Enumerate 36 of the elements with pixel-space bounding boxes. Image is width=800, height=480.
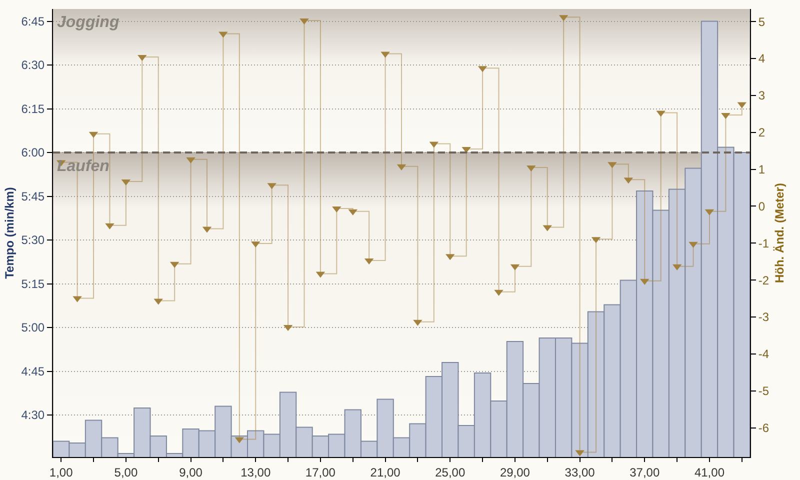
y2-tick-label: 2: [758, 126, 766, 140]
y-tick-label: 6:15: [21, 102, 45, 116]
y2-tick-label: 5: [758, 14, 766, 29]
x-tick-label: 9,00: [179, 465, 203, 480]
y-tick-label: 5:00: [21, 320, 45, 335]
y-tick-label: 5:45: [21, 189, 45, 204]
y2-tick-label: -1: [758, 236, 770, 250]
x-tick-label: 37,00: [630, 465, 660, 480]
x-tick-label: 5,00: [114, 465, 138, 480]
y2-axis-title: Höh. Änd. (Meter): [772, 183, 786, 283]
y-tick-label: 5:30: [21, 233, 45, 248]
y-axis-title: Tempo (min/km): [2, 187, 17, 279]
y-tick-label: 5:15: [21, 276, 45, 291]
y2-tick-label: 0: [758, 199, 766, 214]
x-tick-label: 1,00: [49, 465, 74, 480]
y-tick-label: 6:30: [21, 58, 45, 72]
band-label: Jogging: [57, 14, 120, 31]
y2-tick-label: -3: [758, 310, 770, 324]
x-tick-label: 17,00: [305, 465, 336, 480]
y2-tick-label: 4: [758, 52, 766, 66]
x-tick-label: 33,00: [564, 465, 596, 480]
y-tick-label: 6:00: [21, 146, 45, 160]
x-tick-label: 29,00: [500, 465, 530, 480]
x-tick-label: 41,00: [694, 465, 725, 480]
y2-tick-label: -5: [758, 384, 770, 398]
y2-tick-label: -2: [758, 273, 770, 288]
x-tick-label: 13,00: [240, 465, 271, 480]
y-tick-label: 4:45: [21, 364, 45, 378]
y-tick-label: 6:45: [21, 14, 45, 28]
y2-tick-label: 3: [758, 88, 766, 103]
y2-tick-label: -4: [758, 347, 770, 362]
x-tick-label: 25,00: [435, 465, 466, 480]
y2-tick-label: -6: [758, 421, 770, 436]
y-tick-label: 4:30: [21, 408, 45, 422]
y2-tick-label: 1: [758, 162, 766, 176]
x-tick-label: 21,00: [370, 465, 401, 480]
